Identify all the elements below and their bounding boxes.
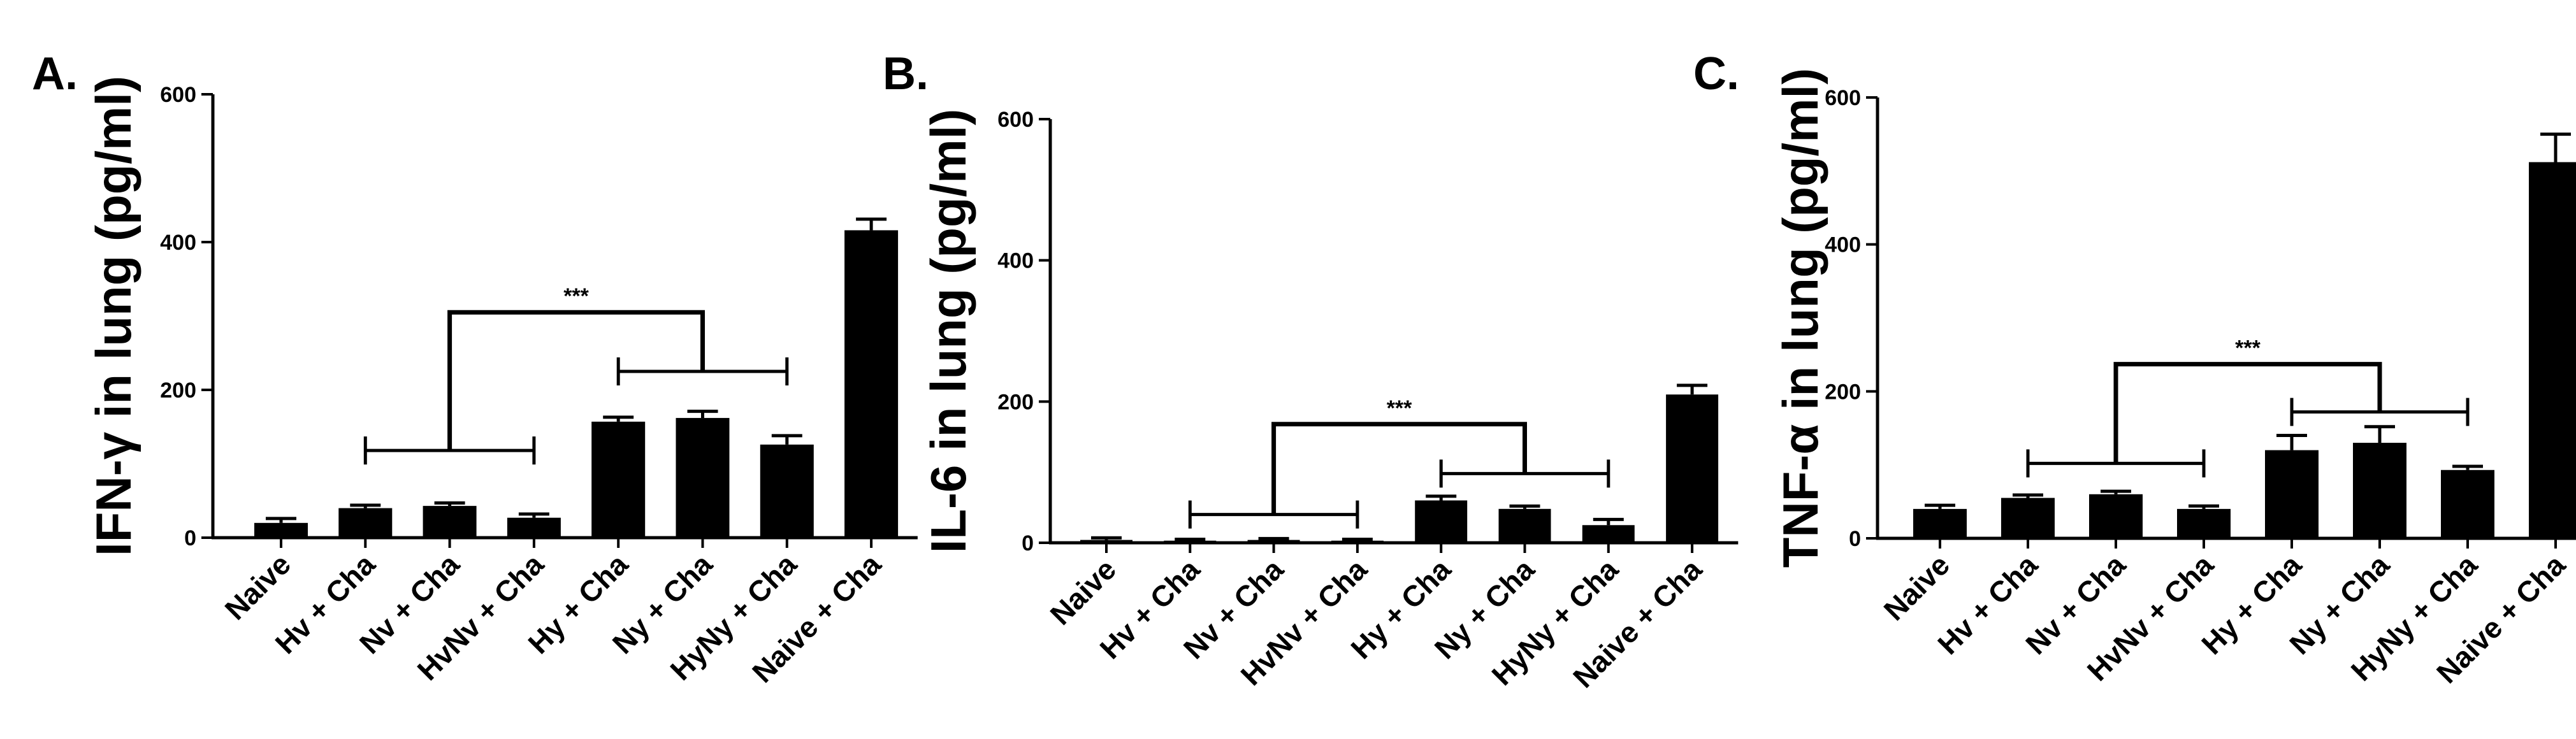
panel-a-bar — [591, 421, 646, 538]
panel-a-label: A. — [32, 48, 78, 99]
panel-b-y-tick-label: 200 — [997, 390, 1034, 414]
panel-c-y-tick-label: 0 — [1849, 527, 1861, 551]
panel-b-significance-label: *** — [1387, 396, 1412, 420]
panel-c-bracket-comparison — [2113, 362, 2382, 464]
panel-c-bracket-right-group — [2290, 398, 2470, 426]
panel-c-y-tick-label: 400 — [1825, 233, 1861, 257]
panel-c-y-axis-title: TNF-α in lung (pg/ml) — [1772, 68, 1828, 568]
panel-a-bracket-comparison — [447, 310, 705, 451]
panel-a-y-tick-label: 400 — [160, 231, 196, 255]
panel-a-x-tick-label: Naive — [219, 547, 298, 626]
panel-c-bar — [1913, 508, 1967, 538]
panel-c-bar — [2353, 443, 2406, 538]
panel-a-y-tick-label: 600 — [160, 83, 196, 107]
panel-a-y-axis-title: IFN-γ in lung (pg/ml) — [85, 76, 141, 556]
panel-c-bar — [2089, 494, 2143, 538]
panel-a-bar — [423, 506, 477, 538]
panel-a-bar — [676, 418, 730, 538]
panel-b-bar — [1666, 394, 1719, 543]
panel-b-x-tick-label: Naive — [1044, 552, 1123, 631]
panel-c-bar — [2441, 470, 2494, 538]
panel-a-bar — [760, 444, 814, 538]
panel-c-bar — [2265, 450, 2319, 538]
panel-b-bar — [1582, 525, 1635, 543]
panel-b-bar — [1331, 540, 1384, 543]
panel-a-bar — [338, 508, 393, 538]
panel-c-label: C. — [1693, 48, 1739, 99]
panel-a-bar — [507, 517, 561, 538]
panel-b-bar — [1498, 508, 1551, 543]
panel-b-y-tick-label: 0 — [1022, 531, 1034, 556]
panel-c-bar — [2529, 162, 2576, 538]
panel-a-y-tick-label: 200 — [160, 378, 196, 403]
panel-a-bar — [254, 522, 308, 538]
panel-c-y-tick-label: 600 — [1825, 86, 1861, 110]
panel-b-bracket-left-group — [1188, 500, 1359, 529]
panel-b-bar — [1164, 540, 1217, 543]
panel-a-bar — [844, 230, 899, 538]
panel-b-y-tick-label: 400 — [997, 249, 1034, 273]
panel-c-bar — [2177, 508, 2231, 538]
panel-c-x-tick-label: Naive — [1878, 548, 1957, 627]
panel-b-label: B. — [883, 48, 929, 99]
panel-a-y-tick-label: 0 — [184, 526, 196, 550]
panel-b-bar — [1080, 540, 1132, 543]
panel-b-bracket-comparison — [1271, 422, 1527, 515]
panel-c-bar — [2001, 498, 2055, 538]
panel-b-y-axis-title: IL-6 in lung (pg/ml) — [920, 109, 976, 554]
panel-b-bar — [1415, 500, 1468, 543]
panel-c-y-tick-label: 200 — [1825, 380, 1861, 404]
panel-c-significance-label: *** — [2235, 336, 2261, 361]
panel-b-y-tick-label: 600 — [997, 108, 1034, 132]
panel-a-significance-label: *** — [563, 284, 589, 308]
panel-b-bar — [1247, 540, 1300, 543]
